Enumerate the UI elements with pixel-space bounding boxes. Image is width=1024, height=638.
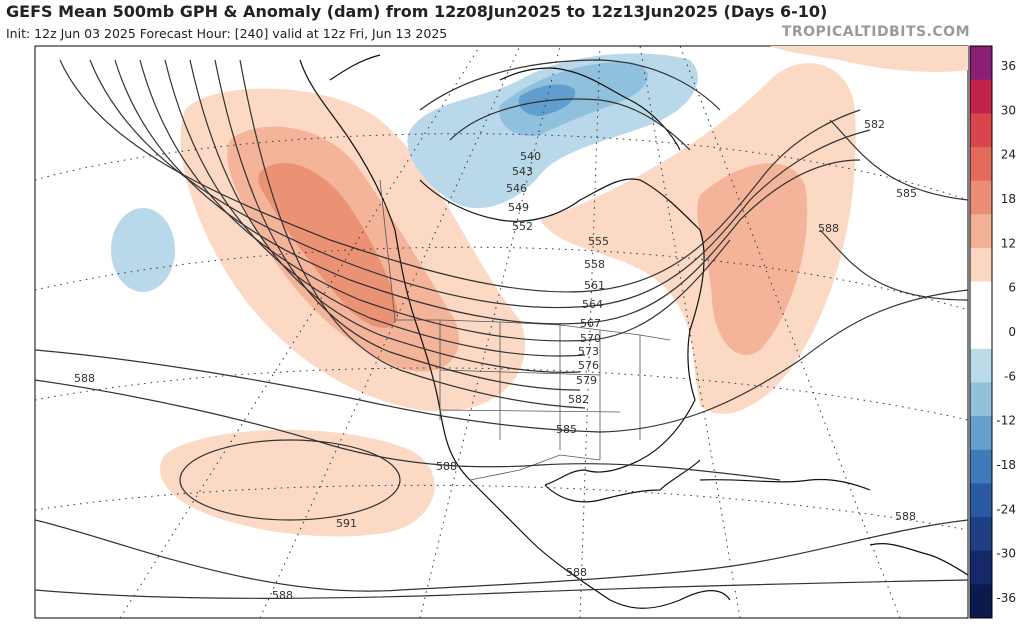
contour-label-555: 555: [588, 235, 609, 248]
colorbar-band: [970, 146, 992, 182]
colorbar-tick-label: 30: [1001, 103, 1016, 117]
colorbar-band: [970, 214, 992, 249]
contour-label-561: 561: [584, 279, 605, 292]
graticule: [35, 46, 968, 618]
contour-label-573: 573: [578, 345, 599, 358]
contour-label-579: 579: [576, 374, 597, 387]
watermark: TROPICALTIDBITS.COM: [781, 24, 970, 40]
colorbar-tick-label: 6: [1008, 281, 1016, 295]
colorbar-band: [970, 483, 992, 518]
contour-label-585: 585: [556, 423, 577, 436]
colorbar-tick-label: 24: [1001, 148, 1016, 162]
contour-label-576: 576: [578, 359, 599, 372]
contour-label-564: 564: [582, 298, 603, 311]
contour-label-585-east: 585: [896, 187, 917, 200]
colorbar-tick-label: 12: [1001, 236, 1016, 250]
coastlines: [299, 54, 968, 609]
colorbar-bands: [970, 46, 992, 619]
colorbar-band: [970, 247, 992, 283]
contour-label-567: 567: [580, 317, 601, 330]
colorbar-band: [970, 46, 992, 81]
contour-label-558: 558: [584, 258, 605, 271]
borders: [379, 179, 671, 481]
colorbar-band: [970, 281, 992, 316]
contour-label-552: 552: [512, 220, 533, 233]
colorbar-band: [970, 79, 992, 114]
map-layers: 540 543 546 549 552 555 558 561 564 567 …: [35, 46, 968, 618]
anomaly-positive-east: [540, 46, 968, 414]
contour-labels: 540 543 546 549 552 555 558 561 564 567 …: [74, 118, 917, 602]
colorbar-band: [970, 348, 992, 383]
colorbar-ticks: 36 30 24 18 12 6 0 -6 -12 -18 -24 -30 -36: [996, 59, 1016, 605]
anomaly-positive-pacific: [160, 429, 435, 537]
map-title: GEFS Mean 500mb GPH & Anomaly (dam) from…: [6, 2, 828, 21]
contour-label-588-south: 588: [272, 589, 293, 602]
colorbar-tick-label: 0: [1008, 325, 1016, 339]
colorbar-band: [970, 180, 992, 215]
height-contours: [35, 59, 968, 599]
colorbar-tick-label: -30: [996, 547, 1016, 561]
colorbar-band: [970, 382, 992, 417]
contour-label-588-mexico: 588: [566, 566, 587, 579]
contour-label-591: 591: [336, 517, 357, 530]
colorbar-tick-label: -24: [996, 502, 1016, 516]
colorbar-band: [970, 584, 992, 619]
contour-label-588: 588: [436, 460, 457, 473]
map-subtitle: Init: 12z Jun 03 2025 Forecast Hour: [24…: [6, 26, 448, 41]
contour-label-549: 549: [508, 201, 529, 214]
colorbar-band: [970, 449, 992, 484]
contour-label-570: 570: [580, 332, 601, 345]
colorbar-tick-label: -6: [1004, 369, 1016, 383]
anomaly-negative-pacific: [111, 208, 175, 292]
contour-label-582: 582: [568, 393, 589, 406]
colorbar-band: [970, 315, 992, 350]
colorbar-frame: [969, 45, 993, 619]
colorbar-band: [970, 550, 992, 585]
contour-label-582-east: 582: [864, 118, 885, 131]
contour-label-588-east: 588: [818, 222, 839, 235]
anomaly-positive-west: [180, 88, 526, 412]
contour-label-543: 543: [512, 165, 533, 178]
colorbar-tick-label: -36: [996, 591, 1016, 605]
colorbar: 36 30 24 18 12 6 0 -6 -12 -18 -24 -30 -36: [969, 45, 1016, 619]
colorbar-tick-label: 36: [1001, 59, 1016, 73]
contour-label-588-caribbean: 588: [895, 510, 916, 523]
colorbar-tick-label: -12: [996, 414, 1016, 428]
colorbar-band: [970, 416, 992, 451]
colorbar-band: [970, 517, 992, 552]
contour-label-540: 540: [520, 150, 541, 163]
colorbar-tick-label: -18: [996, 458, 1016, 472]
colorbar-band: [970, 113, 992, 148]
colorbar-tick-label: 18: [1001, 192, 1016, 206]
contour-label-588-west: 588: [74, 372, 95, 385]
contour-label-546: 546: [506, 182, 527, 195]
